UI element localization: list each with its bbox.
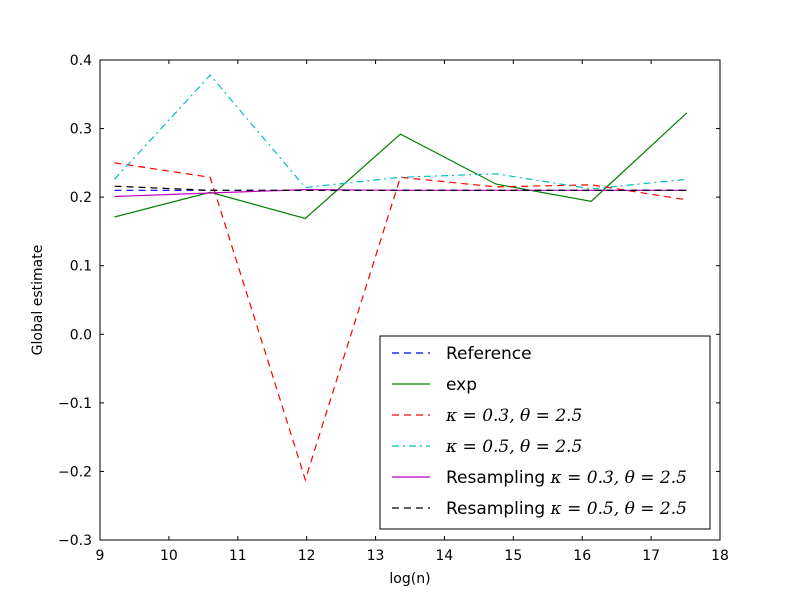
legend: Reference exp κ = 0.3, θ = 2.5 κ = 0.5, θ =… bbox=[379, 335, 711, 530]
series-line-resampling-kappa-0-3-theta-2-5 bbox=[114, 188, 687, 198]
y-tick-label: −0.3 bbox=[58, 533, 92, 549]
legend-entry-label: Reference bbox=[446, 344, 532, 364]
y-tick-label: 0.3 bbox=[70, 122, 92, 138]
x-tick-label: 10 bbox=[160, 548, 178, 564]
y-tick-label: 0.0 bbox=[70, 327, 92, 343]
x-tick-label: 13 bbox=[367, 548, 385, 564]
y-tick-label: 0.4 bbox=[70, 53, 92, 69]
legend-entry-label: Resampling κ = 0.3, θ = 2.5 bbox=[446, 468, 687, 488]
x-tick-label: 17 bbox=[642, 548, 660, 564]
axis-ticks: 9 10 11 12 13 14 15 16 17 18 −0.3 −0.2 −0.1 0.0 0.1 0.2… bbox=[58, 53, 729, 564]
x-axis-label: log(n) bbox=[389, 571, 430, 587]
series-lines bbox=[114, 74, 688, 482]
legend-box bbox=[379, 335, 711, 530]
legend-entry-label: κ = 0.3, θ = 2.5 bbox=[445, 406, 582, 426]
plot-frame bbox=[99, 59, 721, 541]
x-tick-label: 18 bbox=[711, 548, 729, 564]
x-tick-label: 15 bbox=[504, 548, 522, 564]
y-tick-label: 0.2 bbox=[70, 190, 92, 206]
x-tick-label: 16 bbox=[573, 548, 591, 564]
y-tick-label: 0.1 bbox=[70, 259, 92, 275]
y-tick-label: −0.2 bbox=[58, 464, 92, 480]
x-tick-label: 14 bbox=[436, 548, 454, 564]
legend-entry-label: exp bbox=[446, 375, 477, 395]
series-line-exp bbox=[114, 112, 688, 220]
x-tick-label: 12 bbox=[298, 548, 316, 564]
x-tick-label: 11 bbox=[229, 548, 247, 564]
x-tick-label: 9 bbox=[96, 548, 105, 564]
series-line-kappa-0-3-theta-2-5 bbox=[114, 162, 687, 482]
legend-entry-label: κ = 0.5, θ = 2.5 bbox=[445, 437, 582, 457]
y-axis-label: Global estimate bbox=[30, 245, 46, 356]
series-line-kappa-0-5-theta-2-5 bbox=[114, 74, 687, 190]
legend-entry-label: Resampling κ = 0.5, θ = 2.5 bbox=[446, 499, 687, 519]
y-tick-label: −0.1 bbox=[58, 396, 92, 412]
